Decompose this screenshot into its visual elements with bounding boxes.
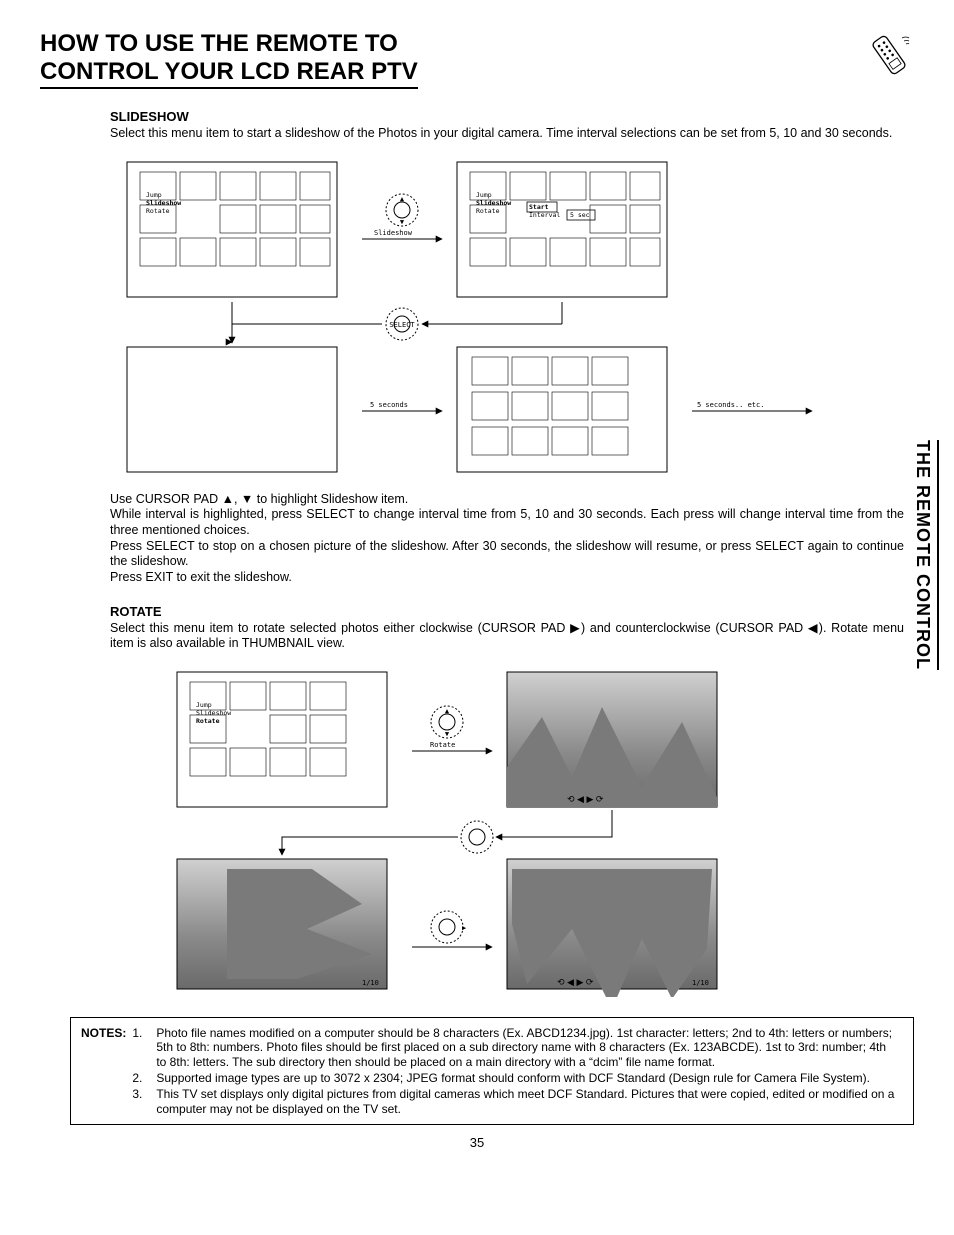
interval-value: 5 sec xyxy=(570,211,590,219)
interval-label: Interval xyxy=(529,211,560,219)
slideshow-p3: Press SELECT to stop on a chosen picture… xyxy=(110,539,904,570)
page-title: HOW TO USE THE REMOTE TO CONTROL YOUR LC… xyxy=(40,30,418,89)
svg-text:Slideshow: Slideshow xyxy=(476,199,511,207)
note-1-idx: 1. xyxy=(132,1026,154,1069)
label-rotate: Rotate xyxy=(430,741,455,749)
svg-text:⟲ ◀ ▶ ⟳: ⟲ ◀ ▶ ⟳ xyxy=(567,794,604,804)
svg-text:▼: ▼ xyxy=(445,730,450,738)
rotate-diagram: .bx{fill:#fff;stroke:#000;stroke-width:1… xyxy=(162,667,792,997)
menu-rotate: Rotate xyxy=(146,207,170,215)
svg-text:Rotate: Rotate xyxy=(476,207,500,215)
menu-jump: Jump xyxy=(146,191,162,199)
svg-text:Jump: Jump xyxy=(476,191,492,199)
slideshow-p2: While interval is highlighted, press SEL… xyxy=(110,507,904,538)
notes-label: NOTES: xyxy=(81,1026,130,1069)
svg-text:Jump: Jump xyxy=(196,701,212,709)
note-3-text: This TV set displays only digital pictur… xyxy=(156,1087,903,1116)
cursor-pad-icon: ▲ ▼ xyxy=(386,194,418,226)
photo-preview-rot90: 1/10 xyxy=(177,859,387,989)
svg-text:Slideshow: Slideshow xyxy=(196,709,231,717)
note-3-idx: 3. xyxy=(132,1087,154,1116)
rotate-heading: ROTATE xyxy=(110,604,904,619)
note-2-text: Supported image types are up to 3072 x 2… xyxy=(156,1071,903,1085)
select-icon-2 xyxy=(461,821,493,853)
photo-preview-rot180: ⟲ ◀ ▶ ⟳ 1/10 xyxy=(507,859,717,997)
slideshow-intro: Select this menu item to start a slidesh… xyxy=(110,126,904,142)
page-number: 35 xyxy=(40,1135,914,1150)
slideshow-heading: SLIDESHOW xyxy=(110,109,904,124)
svg-text:▼: ▼ xyxy=(400,218,405,226)
label-5sec: 5 seconds xyxy=(370,401,408,409)
photo-preview-1: ⟲ ◀ ▶ ⟳ xyxy=(507,672,717,807)
counter-c: 1/10 xyxy=(362,979,379,987)
title-line-1: HOW TO USE THE REMOTE TO xyxy=(40,30,398,57)
menu-slideshow: Slideshow xyxy=(146,199,181,207)
thumb-grid-a xyxy=(140,172,330,266)
select-icon: SELECT xyxy=(386,308,418,340)
slideshow-p4: Press EXIT to exit the slideshow. xyxy=(110,570,904,586)
note-2-idx: 2. xyxy=(132,1071,154,1085)
cursor-right-icon: ▶ xyxy=(431,911,467,943)
svg-text:Rotate: Rotate xyxy=(196,717,220,725)
svg-text:SELECT: SELECT xyxy=(389,321,415,329)
start-label: Start xyxy=(529,203,549,211)
side-tab: THE REMOTE CONTROL xyxy=(912,440,939,670)
note-1-text: Photo file names modified on a computer … xyxy=(156,1026,903,1069)
slideshow-diagram: .bx{fill:#fff;stroke:#000;stroke-width:1… xyxy=(112,157,842,482)
title-line-2: CONTROL YOUR LCD REAR PTV xyxy=(40,58,418,85)
notes-box: NOTES: 1. Photo file names modified on a… xyxy=(70,1017,914,1125)
label-5sec-etc: 5 seconds.. etc. xyxy=(697,401,764,409)
label-slideshow: Slideshow xyxy=(374,229,413,237)
svg-text:▶: ▶ xyxy=(462,924,467,932)
rotate-intro: Select this menu item to rotate selected… xyxy=(110,621,904,652)
counter-d: 1/10 xyxy=(692,979,709,987)
svg-text:⟲ ◀ ▶ ⟳: ⟲ ◀ ▶ ⟳ xyxy=(557,977,594,987)
cursor-pad-icon-2: ▲ ▼ xyxy=(431,706,463,738)
slideshow-p1: Use CURSOR PAD ▲, ▼ to highlight Slidesh… xyxy=(110,492,904,508)
remote-icon xyxy=(864,30,914,80)
